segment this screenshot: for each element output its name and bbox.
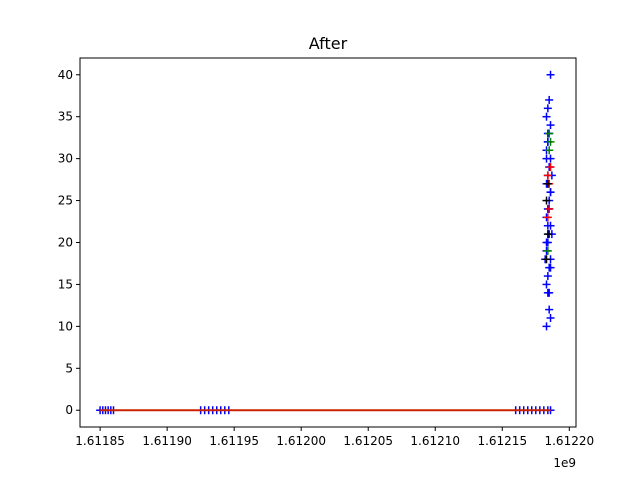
y-tick-label: 35: [58, 110, 73, 124]
data-point: [543, 179, 552, 188]
x-axis: 1.61185 1.61190 1.61195 1.61200 1.61205 1.612…: [75, 427, 594, 448]
data-point: [542, 255, 551, 264]
chart-title: After: [309, 34, 348, 53]
y-tick-label: 20: [58, 236, 73, 250]
x-tick-label: 1.61190: [142, 434, 192, 448]
data-point: [543, 221, 552, 230]
data-point: [545, 129, 554, 138]
data-point: [542, 196, 551, 205]
data-point: [543, 272, 552, 281]
data-point: [543, 230, 552, 239]
x-tick-label: 1.61185: [75, 434, 125, 448]
data-point: [546, 121, 555, 130]
data-point: [543, 171, 552, 180]
x-offset-label: 1e9: [553, 456, 576, 470]
data-point: [546, 263, 555, 272]
y-tick-label: 40: [58, 68, 73, 82]
x-tick-label: 1.61210: [410, 434, 460, 448]
y-axis: 0 5 10 15 20 25 30 35 40: [58, 68, 80, 417]
x-tick-label: 1.61195: [209, 434, 259, 448]
y-tick-label: 5: [65, 361, 73, 375]
data-point: [542, 154, 551, 163]
x-tick-label: 1.61220: [544, 434, 594, 448]
x-tick-label: 1.61205: [343, 434, 393, 448]
x-tick-label: 1.61215: [477, 434, 527, 448]
data-point: [543, 104, 552, 113]
data-point: [546, 313, 555, 322]
data-point: [545, 204, 554, 213]
data-point: [546, 163, 555, 172]
y-tick-label: 30: [58, 152, 73, 166]
data-point: [542, 280, 551, 289]
data-point: [542, 322, 551, 331]
data-point: [543, 246, 552, 255]
y-tick-label: 25: [58, 194, 73, 208]
plot-frame: [79, 57, 577, 428]
data-point: [545, 146, 554, 155]
x-tick-label: 1.61200: [276, 434, 326, 448]
plot-area: [96, 70, 556, 415]
y-tick-label: 15: [58, 277, 73, 291]
y-tick-label: 10: [58, 319, 73, 333]
data-point: [543, 213, 552, 222]
data-point: [542, 238, 551, 247]
data-point: [545, 305, 554, 314]
data-point: [542, 112, 551, 121]
data-point: [546, 188, 555, 197]
y-tick-label: 0: [65, 403, 73, 417]
data-point: [546, 137, 555, 146]
data-point: [546, 70, 555, 79]
data-point: [545, 288, 554, 297]
data-point: [545, 95, 554, 104]
